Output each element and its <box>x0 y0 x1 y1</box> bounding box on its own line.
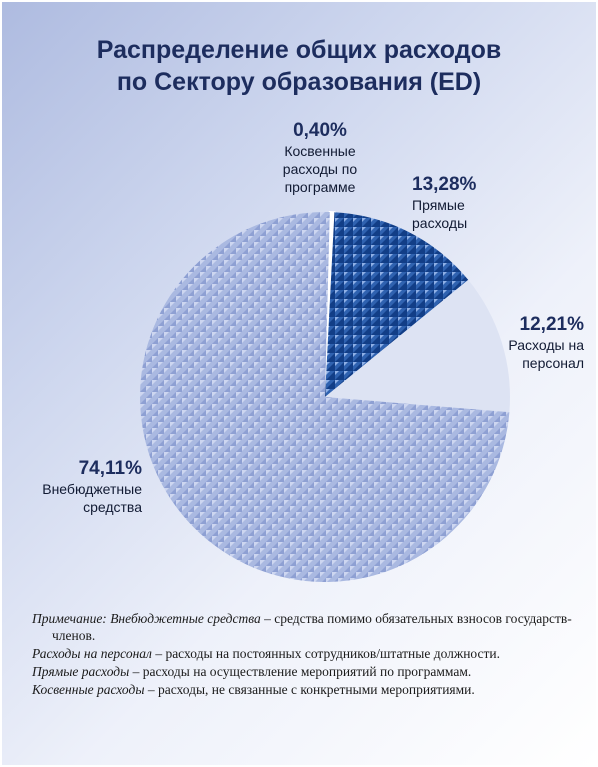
slice-label-direct: Прямые расходы <box>412 197 468 231</box>
pie-slice-direct <box>325 212 469 397</box>
slice-callout-extrabudgetary: 74,11% Внебюджетные средства <box>12 458 142 516</box>
slice-percent-extrabudgetary: 74,11% <box>78 458 142 479</box>
footnote-term: Примечание: Внебюджетные средства <box>32 611 261 626</box>
chart-title-line-2: по Сектору образования (ED) <box>116 68 482 96</box>
slice-label-extrabudgetary: Внебюджетные средства <box>42 481 142 515</box>
footnote-extrabudgetary: Примечание: Внебюджетные средства – сред… <box>32 610 582 644</box>
footnote-text: – расходы на постоянных сотрудников/штат… <box>151 646 501 661</box>
slice-label-staff: Расходы на персонал <box>508 337 584 371</box>
footnote-term: Косвенные расходы <box>32 682 145 697</box>
slice-callout-direct: 13,28% Прямые расходы <box>412 174 522 232</box>
pie-slice-extrabudgetary <box>139 211 510 582</box>
chart-title: Распределение общих расходов по Сектору … <box>2 34 596 98</box>
footnote-text: – расходы на осуществление мероприятий п… <box>129 664 472 679</box>
pie-chart <box>139 211 510 582</box>
footnotes: Примечание: Внебюджетные средства – сред… <box>32 610 582 699</box>
pie-slice-indirect <box>324 211 336 398</box>
slice-percent-staff: 12,21% <box>519 314 584 335</box>
footnote-term: Расходы на персонал <box>32 646 152 661</box>
slice-callout-staff: 12,21% Расходы на персонал <box>474 314 584 372</box>
slice-percent-indirect: 0,40% <box>293 120 347 141</box>
slice-label-indirect: Косвенные расходы по программе <box>282 143 358 195</box>
footnote-staff: Расходы на персонал – расходы на постоян… <box>32 645 582 662</box>
footnote-indirect: Косвенные расходы – расходы, не связанны… <box>32 681 582 698</box>
slice-callout-indirect: 0,40% Косвенные расходы по программе <box>250 120 390 196</box>
footnote-term: Прямые расходы <box>32 664 130 679</box>
footnote-text: – расходы, не связанные с конкретными ме… <box>144 682 475 697</box>
pie-slice-staff <box>325 279 510 413</box>
footnote-text: – средства помимо обязательных взносов г… <box>52 611 572 643</box>
chart-title-line-1: Распределение общих расходов <box>96 36 502 64</box>
footnote-direct: Прямые расходы – расходы на осуществлени… <box>32 663 582 680</box>
slice-percent-direct: 13,28% <box>412 174 477 195</box>
